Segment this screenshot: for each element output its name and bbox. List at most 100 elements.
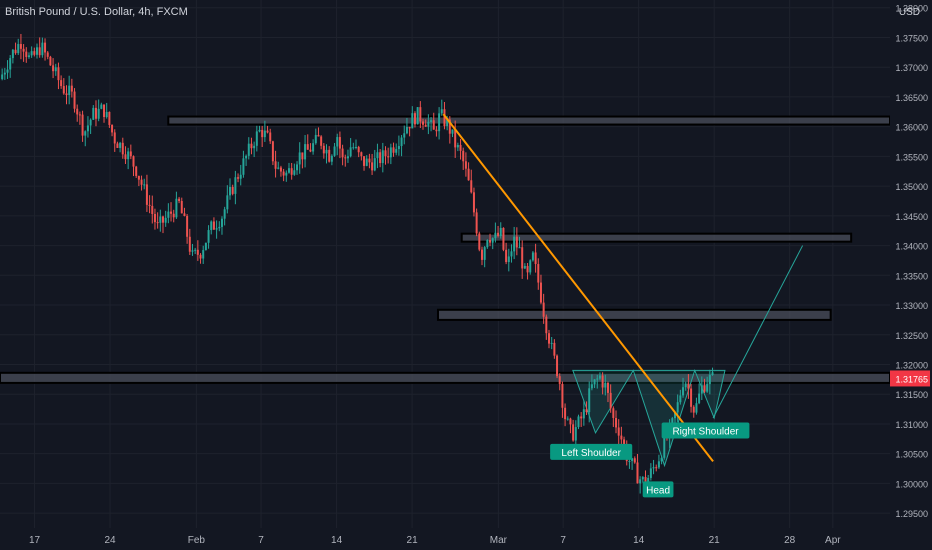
candle-down (448, 119, 451, 134)
candle-down (196, 249, 199, 255)
candle-up (531, 252, 534, 261)
candle-up (641, 477, 644, 480)
candle-up (223, 209, 226, 219)
candle-up (483, 247, 486, 260)
candle-down (601, 375, 604, 388)
time-tick-label: 28 (784, 535, 796, 546)
candle-up (679, 395, 682, 403)
candle-up (411, 113, 414, 129)
candle-down (22, 48, 25, 52)
candle-up (663, 434, 666, 458)
candle-down (170, 211, 173, 214)
time-tick-label: 21 (407, 535, 419, 546)
price-tick-label: 1.34000 (895, 242, 928, 252)
candle-up (27, 55, 30, 57)
candle-up (293, 170, 296, 175)
projection-line (712, 245, 804, 419)
candle-down (121, 142, 124, 155)
candle-up (440, 109, 443, 114)
candle-down (231, 186, 234, 194)
candle-down (609, 392, 612, 409)
candle-down (38, 47, 41, 56)
candle-up (253, 145, 256, 149)
candle-up (298, 152, 301, 165)
candle-down (188, 236, 191, 252)
resistance-zone (167, 115, 892, 126)
candle-down (148, 204, 151, 206)
candle-down (553, 342, 556, 356)
candle-down (73, 91, 76, 109)
candle-down (94, 107, 97, 119)
candle-up (652, 467, 655, 469)
candle-down (49, 56, 52, 66)
candle-down (363, 156, 366, 166)
candle-down (392, 147, 395, 153)
candle-down (564, 407, 567, 420)
candle-up (376, 152, 379, 159)
candle-down (521, 247, 524, 269)
candle-down (454, 129, 457, 148)
candle-down (161, 216, 164, 223)
time-tick-label: 14 (633, 535, 645, 546)
price-tick-label: 1.30000 (895, 479, 928, 489)
pattern-label-box (550, 443, 633, 460)
price-tick-label: 1.36000 (895, 123, 928, 133)
candle-down (558, 376, 561, 384)
candle-down (309, 149, 312, 152)
candles (1, 33, 714, 494)
candle-up (598, 375, 601, 379)
candle-down (572, 424, 575, 441)
candle-down (271, 141, 274, 162)
candle-up (550, 342, 553, 344)
candle-down (132, 156, 135, 167)
candle-down (620, 435, 623, 440)
candle-down (623, 439, 626, 446)
time-tick-label: 14 (331, 535, 343, 546)
candle-down (44, 42, 47, 53)
candle-up (513, 236, 516, 252)
candle-up (355, 146, 357, 148)
candle-down (537, 264, 540, 283)
candle-down (371, 162, 374, 171)
candle-down (76, 108, 79, 115)
candle-up (403, 133, 406, 138)
candle-up (518, 247, 521, 249)
candle-up (491, 238, 494, 243)
candle-up (215, 228, 218, 230)
candle-down (153, 214, 156, 223)
candle-up (89, 119, 92, 126)
candle-down (328, 149, 331, 162)
candle-down (237, 177, 240, 179)
candle-up (451, 129, 454, 134)
candle-up (397, 146, 400, 150)
candle-up (92, 107, 95, 120)
candle-down (180, 201, 183, 214)
candle-up (649, 468, 652, 478)
candle-down (478, 233, 481, 250)
candle-down (261, 129, 264, 138)
candle-down (52, 65, 55, 72)
candle-up (588, 388, 591, 413)
candle-down (422, 121, 425, 125)
candle-up (9, 58, 12, 70)
candle-down (178, 198, 181, 202)
candle-down (282, 171, 285, 176)
candle-down (124, 154, 127, 160)
candle-down (515, 236, 518, 248)
candle-up (159, 216, 162, 223)
candle-up (312, 143, 315, 152)
candle-down (472, 192, 475, 213)
candle-down (475, 212, 478, 234)
candle-down (306, 144, 309, 150)
candle-down (103, 104, 106, 118)
candle-up (682, 387, 685, 396)
candle-up (218, 226, 221, 229)
candle-down (129, 151, 132, 157)
candle-up (700, 385, 703, 394)
time-tick-label: 7 (560, 535, 566, 546)
candle-down (322, 145, 325, 154)
candle-up (456, 144, 459, 148)
candle-up (590, 384, 593, 389)
candle-up (36, 47, 39, 55)
